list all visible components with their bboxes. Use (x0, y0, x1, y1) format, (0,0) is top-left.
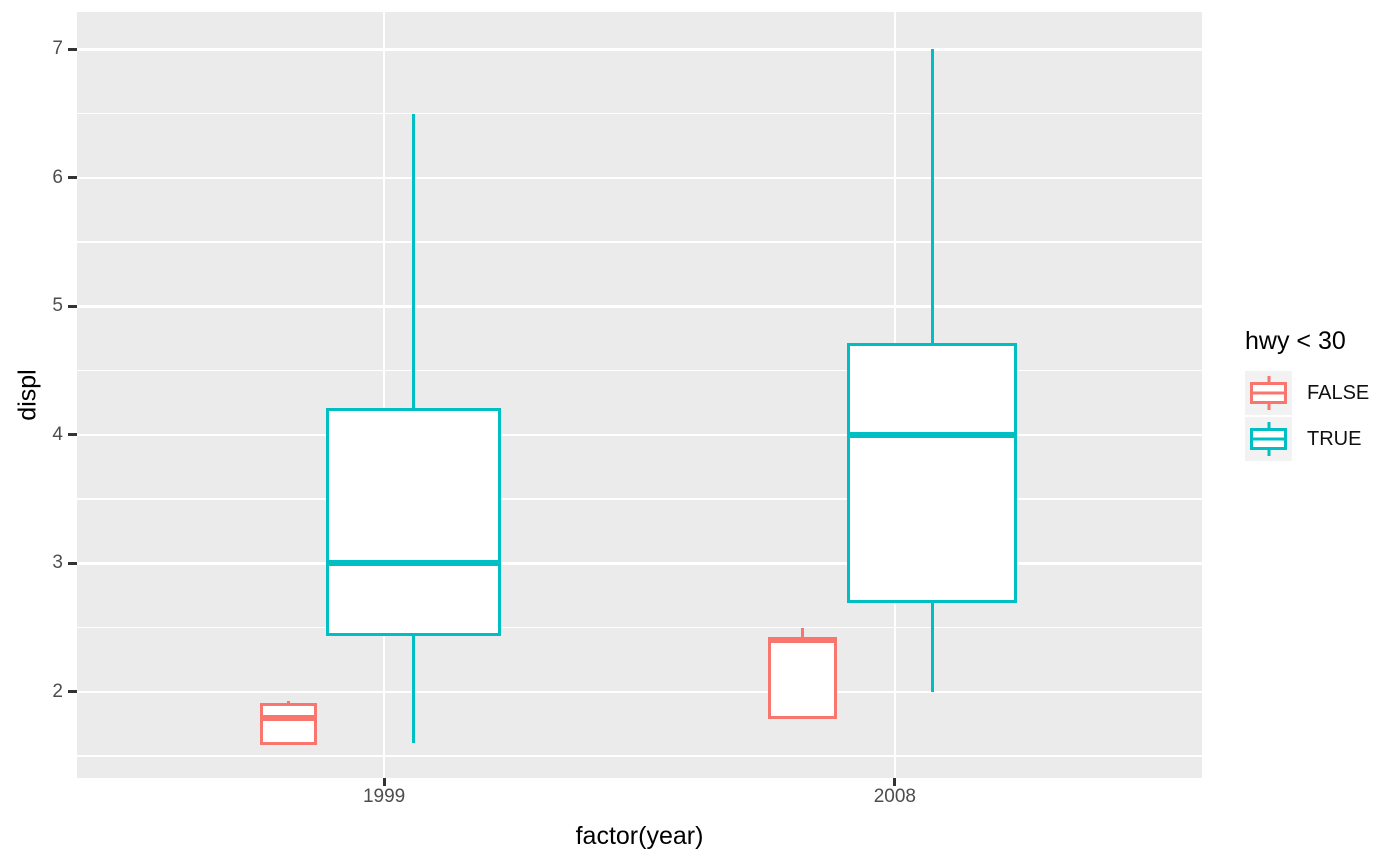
legend-entry-false: FALSE (1245, 371, 1369, 415)
boxplot-median-line (260, 714, 317, 721)
gridline-major-y (77, 690, 1202, 694)
y-tick-label: 5 (52, 295, 63, 317)
y-tick-label: 7 (52, 38, 63, 60)
y-tick-label: 4 (52, 423, 63, 445)
y-tick-label: 6 (52, 166, 63, 188)
boxplot-upper-whisker (411, 113, 415, 410)
gridline-major-y (77, 48, 1202, 51)
boxplot-median-line (847, 431, 1017, 438)
boxplot-lower-whisker (411, 634, 415, 744)
boxplot-box-1999-true (326, 407, 501, 636)
boxplot-box-1999-false (260, 703, 317, 745)
legend-label: FALSE (1307, 381, 1370, 404)
legend-key (1245, 417, 1292, 461)
gridline-major-y (77, 176, 1202, 180)
y-axis-tick (68, 561, 77, 565)
boxplot-upper-whisker (287, 700, 290, 705)
y-tick-label: 2 (52, 680, 63, 702)
boxplot-lower-whisker (930, 601, 934, 692)
gridline-major-y (77, 433, 1202, 437)
gridline-minor-y (77, 755, 1202, 757)
gridline-major-y (77, 562, 1202, 565)
gridline-minor-y (77, 369, 1202, 372)
boxplot-upper-whisker (801, 627, 805, 641)
y-axis-tick (68, 433, 77, 437)
boxplot-glyph-median-icon (1253, 437, 1284, 441)
legend-entries: FALSE TRUE (1245, 371, 1369, 461)
legend-title: hwy < 30 (1245, 327, 1346, 355)
y-tick-label: 3 (52, 552, 63, 574)
boxplot-upper-whisker (930, 49, 934, 345)
boxplot-median-line (326, 560, 501, 567)
y-axis-tick (68, 304, 77, 308)
gridline-minor-y (77, 112, 1202, 115)
x-axis-tick (382, 778, 386, 786)
gridline-minor-y (77, 241, 1202, 243)
boxplot-glyph-median-icon (1253, 391, 1284, 395)
legend-label: TRUE (1307, 427, 1362, 450)
legend-key (1245, 371, 1292, 415)
gridline-major-x (382, 12, 386, 778)
boxplot-box-2008-false (768, 638, 837, 720)
boxplot-median-line (768, 637, 837, 644)
plot-panel (77, 12, 1202, 778)
legend: hwy < 30 FALSE TRUE (1245, 327, 1369, 461)
x-axis-tick (893, 778, 897, 786)
x-tick-label: 2008 (873, 786, 917, 807)
x-tick-label: 1999 (362, 786, 406, 807)
y-axis-tick (68, 176, 77, 180)
legend-entry-true: TRUE (1245, 417, 1369, 461)
gridline-minor-y (77, 626, 1202, 629)
boxplot-box-2008-true (847, 343, 1017, 604)
y-axis-tick (68, 690, 77, 694)
boxplot-glyph-box-icon (1250, 428, 1287, 450)
boxplot-glyph-box-icon (1250, 382, 1287, 404)
gridline-major-y (77, 305, 1202, 308)
y-axis-title: displ (13, 369, 42, 421)
gridline-minor-y (77, 498, 1202, 500)
y-axis-tick (68, 47, 77, 51)
x-axis-title: factor(year) (575, 822, 704, 850)
